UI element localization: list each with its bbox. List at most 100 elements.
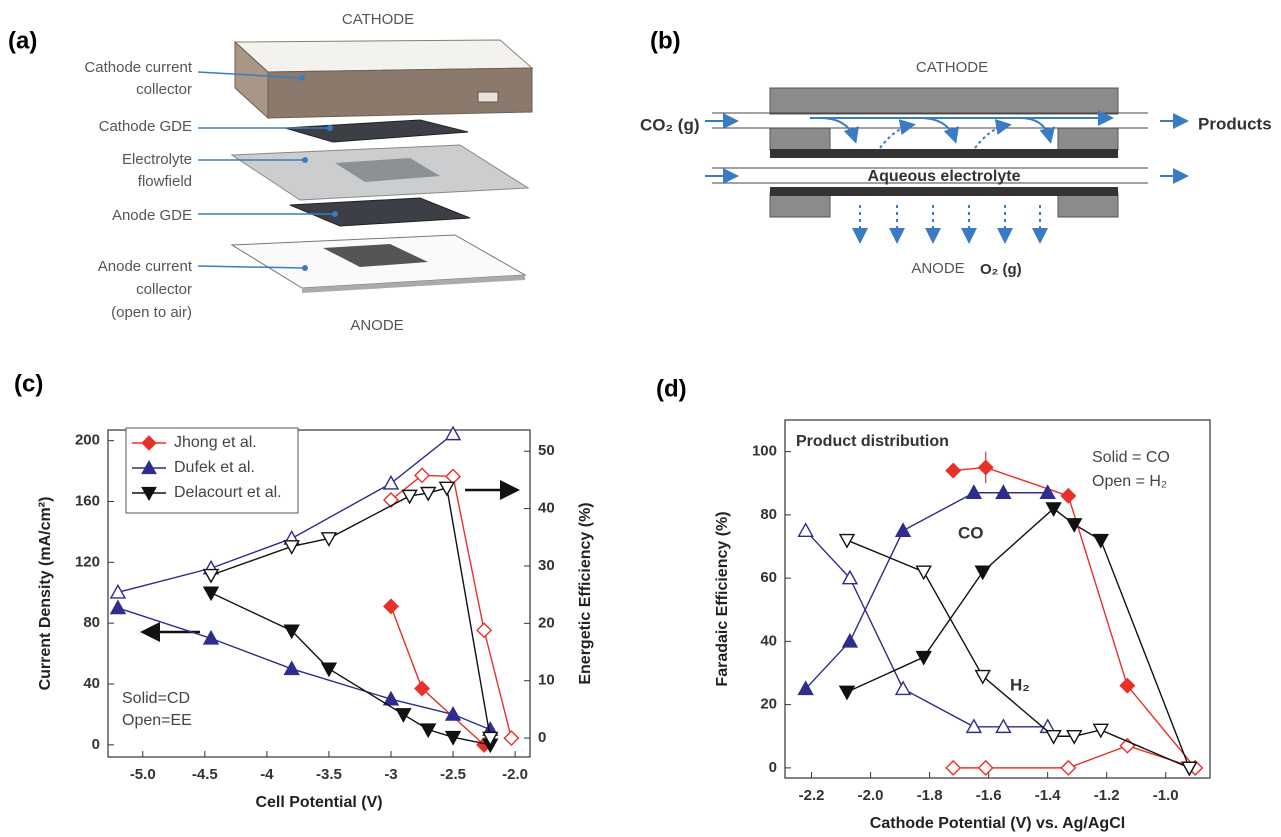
data-point xyxy=(384,599,398,613)
x-tick-label: -1.8 xyxy=(917,787,943,804)
y-tick-label: 80 xyxy=(83,614,100,631)
x-tick-label: -1.4 xyxy=(1035,787,1062,804)
panel-b: (b) CATHODE CO₂ (g) Products xyxy=(640,27,1272,278)
x-tick-label: -2.2 xyxy=(799,787,825,804)
x-tick-label: -1.2 xyxy=(1094,787,1120,804)
data-point xyxy=(799,524,813,537)
data-point xyxy=(946,761,960,775)
part-label: Electrolyte xyxy=(122,151,192,168)
data-point xyxy=(976,566,990,579)
annotation: H₂ xyxy=(1010,675,1030,694)
data-point xyxy=(979,761,993,775)
data-point xyxy=(946,464,960,478)
y-axis-label: Faradaic Efficiency (%) xyxy=(714,511,731,686)
panel-label: (b) xyxy=(650,27,681,54)
annotation: Open = H₂ xyxy=(1092,473,1167,490)
x-tick-label: -3.5 xyxy=(316,766,342,783)
y-tick-label: 80 xyxy=(760,506,777,523)
x-tick-label: -5.0 xyxy=(130,766,156,783)
annotation: Open=EE xyxy=(122,712,192,729)
series-line xyxy=(953,467,1195,767)
x-axis-label: Cell Potential (V) xyxy=(255,794,382,811)
annotation: Solid = CO xyxy=(1092,449,1170,466)
x-tick-label: -1.6 xyxy=(976,787,1002,804)
data-point xyxy=(446,469,460,483)
data-point xyxy=(1061,761,1075,775)
panel-label: (c) xyxy=(14,370,43,397)
y-tick-label: 20 xyxy=(760,696,777,713)
y-tick-label: 120 xyxy=(75,553,100,570)
y-tick-label: 200 xyxy=(75,432,100,449)
part-label: collector xyxy=(136,281,192,298)
y-tick-label: 0 xyxy=(92,736,100,753)
cathode-label: CATHODE xyxy=(916,59,988,76)
x-tick-label: -4.5 xyxy=(192,766,218,783)
legend-label: Jhong et al. xyxy=(174,434,257,451)
data-point xyxy=(111,601,125,614)
part-label: Anode current xyxy=(98,258,193,275)
data-point xyxy=(204,587,218,600)
data-point xyxy=(285,662,299,675)
part-label: collector xyxy=(136,81,192,98)
x-tick-label: -2.5 xyxy=(440,766,466,783)
series-line xyxy=(806,531,1048,727)
outlet-label: Products xyxy=(1198,114,1272,133)
y2-tick-label: 50 xyxy=(538,442,555,459)
data-point xyxy=(384,692,398,705)
cathode-label: CATHODE xyxy=(342,11,414,28)
x-tick-label: -2.0 xyxy=(858,787,884,804)
data-point xyxy=(204,570,218,583)
data-point xyxy=(421,724,435,737)
data-point xyxy=(396,709,410,722)
y-tick-label: 100 xyxy=(752,443,777,460)
anode-label: ANODE xyxy=(350,317,403,334)
data-point xyxy=(384,476,398,489)
data-point xyxy=(403,490,417,503)
data-point xyxy=(917,566,931,579)
part-label: (open to air) xyxy=(111,304,192,321)
y-tick-label: 160 xyxy=(75,492,100,509)
annotation: Solid=CD xyxy=(122,690,190,707)
data-point xyxy=(840,535,854,548)
x-tick-label: -4 xyxy=(260,766,274,783)
data-point xyxy=(840,686,854,699)
legend-label: Delacourt et al. xyxy=(174,484,282,501)
y2-axis-label: Energetic Efficiency (%) xyxy=(577,502,594,684)
y2-tick-label: 10 xyxy=(538,672,555,689)
data-point xyxy=(285,541,299,554)
part-label: Cathode current xyxy=(84,59,192,76)
data-point xyxy=(204,631,218,644)
y-tick-label: 0 xyxy=(769,759,777,776)
series-line xyxy=(211,593,490,745)
series-line xyxy=(847,540,1189,768)
series-line xyxy=(847,509,1189,768)
data-point xyxy=(896,524,910,537)
annotation: CO xyxy=(958,523,984,542)
data-point xyxy=(384,493,398,507)
data-point xyxy=(1094,535,1108,548)
data-point xyxy=(979,460,993,474)
panel-label: (d) xyxy=(656,375,687,402)
y-tick-label: 60 xyxy=(760,569,777,586)
y2-tick-label: 20 xyxy=(538,614,555,631)
part-label: flowfield xyxy=(138,173,192,190)
y-tick-label: 40 xyxy=(83,675,100,692)
panel-a: (a) CATHODE ANODE Cathode current collect… xyxy=(8,11,532,334)
data-point xyxy=(896,682,910,695)
y2-tick-label: 40 xyxy=(538,500,555,517)
y-tick-label: 40 xyxy=(760,632,777,649)
part-label: Anode GDE xyxy=(112,207,192,224)
data-point xyxy=(322,663,336,676)
y2-tick-label: 0 xyxy=(538,729,546,746)
panel-label: (a) xyxy=(8,27,37,54)
anode-label: ANODE xyxy=(911,260,964,277)
data-point xyxy=(504,731,518,745)
figure: (a) CATHODE ANODE Cathode current collect… xyxy=(0,0,1281,837)
legend-label: Dufek et al. xyxy=(174,459,255,476)
x-tick-label: -1.0 xyxy=(1153,787,1179,804)
data-point xyxy=(843,634,857,647)
x-tick-label: -2.0 xyxy=(502,766,528,783)
annotation: Product distribution xyxy=(796,433,949,450)
data-point xyxy=(1061,489,1075,503)
part-label: Cathode GDE xyxy=(99,118,192,135)
